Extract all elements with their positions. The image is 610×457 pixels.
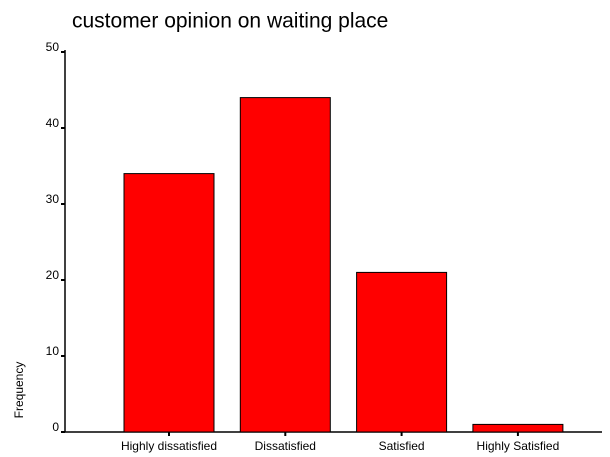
x-tick-label: Highly Satisfied (477, 439, 560, 453)
y-axis-label: Frequency (12, 362, 26, 419)
bar (123, 173, 215, 433)
y-tick-label: 10 (46, 344, 60, 358)
bar (239, 97, 331, 433)
x-tick-label: Satisfied (379, 439, 425, 453)
y-tick-label: 50 (46, 40, 60, 54)
y-tick-label: 40 (46, 116, 60, 130)
bar (472, 423, 564, 433)
bar (356, 271, 448, 433)
y-tick-label: 20 (46, 268, 60, 282)
x-tick-label: Dissatisfied (255, 439, 316, 453)
y-tick-label: 30 (46, 192, 60, 206)
y-tick-label: 0 (52, 420, 59, 434)
x-tick-label: Highly dissatisfied (121, 439, 217, 453)
chart-title: customer opinion on waiting place (72, 10, 388, 33)
